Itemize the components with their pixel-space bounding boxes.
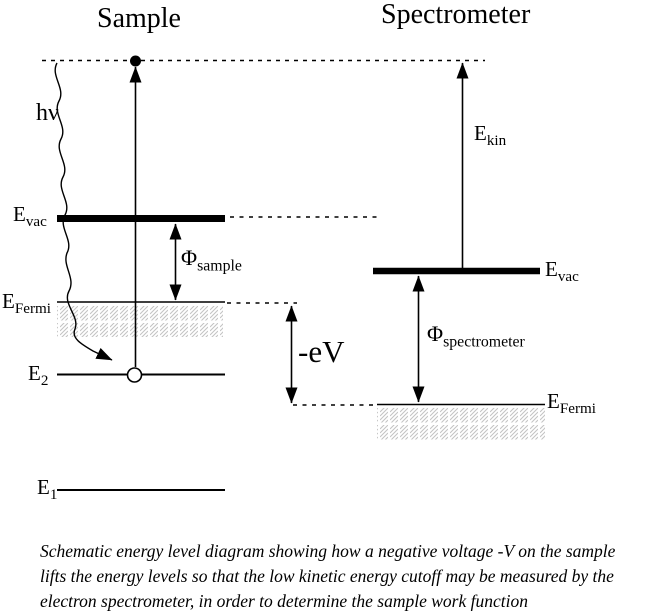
e2-label-main: E bbox=[28, 361, 41, 385]
ekin-label-main: E bbox=[474, 121, 487, 145]
phi-spectrometer-label: Φspectrometer bbox=[427, 323, 525, 350]
spectrometer-filled-states-hatch bbox=[377, 406, 545, 440]
emitted-electron-dot bbox=[130, 55, 141, 67]
spectrometer-efermi-label-sub: Fermi bbox=[559, 401, 596, 418]
e1-label: E1 bbox=[37, 477, 57, 503]
figure-caption-line-3: electron spectrometer, in order to deter… bbox=[40, 591, 528, 611]
spectrometer-efermi-label-main: E bbox=[547, 389, 560, 413]
photon-label: hν bbox=[36, 100, 59, 126]
e2-label: E2 bbox=[28, 363, 48, 389]
figure-caption-line-2: lifts the energy levels so that the low … bbox=[40, 566, 614, 586]
spectrometer-efermi-label: EFermi bbox=[547, 391, 596, 417]
spectrometer-evac-label-main: E bbox=[545, 257, 558, 281]
sample-evac-label-sub: vac bbox=[25, 214, 47, 231]
phi-sample-label-main: Φ bbox=[181, 245, 198, 270]
phi-spectrometer-label-sub: spectrometer bbox=[443, 333, 525, 351]
sample-title: Sample bbox=[97, 3, 181, 34]
sample-filled-states-hatch bbox=[57, 304, 223, 337]
spectrometer-evac-label-sub: vac bbox=[557, 269, 579, 286]
sample-efermi-label: EFermi bbox=[2, 291, 51, 317]
sample-evac-label: Evac bbox=[13, 204, 47, 230]
bias-ev-label: -eV bbox=[298, 334, 345, 369]
photon-wavy-arrow bbox=[54, 62, 113, 361]
figure-caption-line-1: Schematic energy level diagram showing h… bbox=[40, 541, 616, 561]
e1-label-main: E bbox=[37, 475, 50, 499]
phi-sample-label-sub: sample bbox=[197, 257, 242, 275]
sample-efermi-label-main: E bbox=[2, 289, 15, 313]
e1-label-sub: 1 bbox=[49, 487, 58, 504]
spectrometer-evac-label: Evac bbox=[545, 259, 579, 285]
sample-efermi-label-sub: Fermi bbox=[14, 301, 51, 318]
sample-evac-label-main: E bbox=[13, 202, 26, 226]
phi-spectrometer-label-main: Φ bbox=[427, 321, 444, 346]
ekin-label: Ekin bbox=[474, 123, 506, 149]
figure-caption: Schematic energy level diagram showing h… bbox=[40, 539, 644, 614]
phi-sample-label: Φsample bbox=[181, 247, 242, 274]
e2-label-sub: 2 bbox=[40, 373, 49, 390]
hole-open-circle bbox=[126, 367, 143, 383]
ekin-label-sub: kin bbox=[486, 133, 507, 150]
spectrometer-title: Spectrometer bbox=[381, 0, 531, 30]
